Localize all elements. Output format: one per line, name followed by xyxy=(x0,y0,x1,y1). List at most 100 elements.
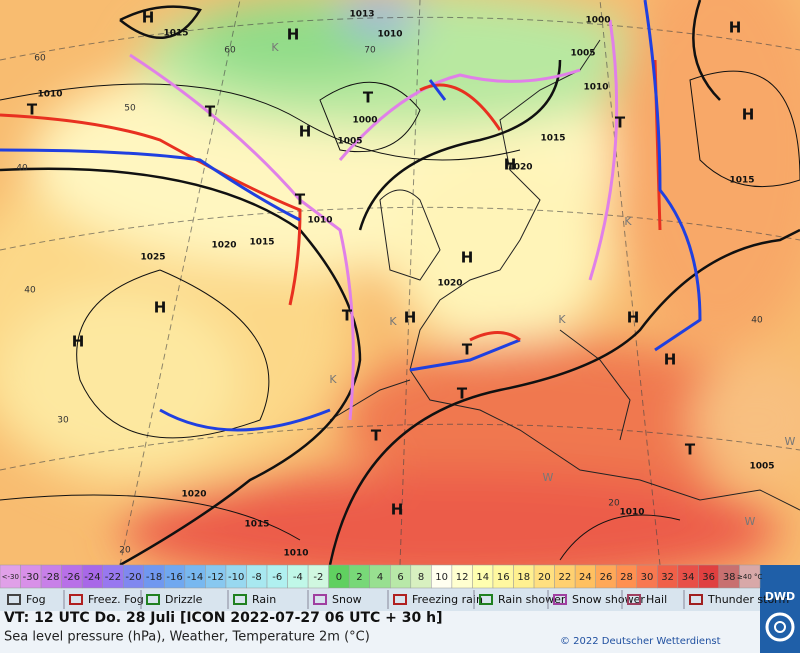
color-label: -12 xyxy=(208,572,224,583)
isobar-label: 1010 xyxy=(37,90,62,100)
color-label: 16 xyxy=(497,572,510,583)
isobar-label: 1000 xyxy=(585,16,610,26)
isobar-label: 1010 xyxy=(283,549,308,559)
color-label: -8 xyxy=(252,572,262,583)
pressure-center: H xyxy=(504,156,517,174)
pressure-center: T xyxy=(462,341,473,359)
color-label: -2 xyxy=(313,572,323,583)
legend-label: Freezing rain xyxy=(412,593,483,606)
legend-label: Rain shower xyxy=(498,593,566,606)
legend-icon xyxy=(7,594,21,605)
color-label: -24 xyxy=(84,572,100,583)
temperature-label: 50 xyxy=(124,104,136,114)
map xyxy=(0,0,800,565)
color-label: 8 xyxy=(418,572,424,583)
isobar-label: 1025 xyxy=(140,253,165,263)
isobars xyxy=(0,0,800,565)
color-label: -26 xyxy=(64,572,80,583)
legend-label: Drizzle xyxy=(165,593,203,606)
color-label: 4 xyxy=(377,572,383,583)
isobar-label: 1015 xyxy=(249,238,274,248)
color-label: 10 xyxy=(435,572,448,583)
temperature-label: 40 xyxy=(751,316,763,326)
map-marker: K xyxy=(624,215,632,228)
pressure-center: H xyxy=(154,299,167,317)
temperature-label: 20 xyxy=(119,546,131,556)
pressure-center: T xyxy=(295,191,306,209)
color-label: 38 xyxy=(723,572,736,583)
pressure-center: T xyxy=(457,385,468,403)
pressure-center: T xyxy=(342,307,353,325)
map-marker: W xyxy=(745,515,756,528)
legend-label: Thunder storm xyxy=(707,593,789,606)
legend-icon xyxy=(689,594,703,605)
color-label: 18 xyxy=(517,572,530,583)
pressure-center: H xyxy=(287,26,300,44)
legend-bar xyxy=(0,588,760,611)
color-cell xyxy=(739,564,761,589)
isobar-label: 1020 xyxy=(437,279,462,289)
color-label: 36 xyxy=(702,572,715,583)
color-label: 30 xyxy=(641,572,654,583)
pressure-center: T xyxy=(205,103,216,121)
isobar-label: 1015 xyxy=(244,520,269,530)
temperature-label: 20 xyxy=(608,499,620,509)
color-label: 20 xyxy=(538,572,551,583)
legend-label: Rain xyxy=(252,593,276,606)
pressure-center: H xyxy=(299,123,312,141)
isobar-label: 1005 xyxy=(337,137,362,147)
isobar-label: 1010 xyxy=(619,508,644,518)
isobar-label: 1015 xyxy=(729,176,754,186)
isobar-label: 1005 xyxy=(570,49,595,59)
color-label: 6 xyxy=(397,572,403,583)
isobar-label: 1010 xyxy=(307,216,332,226)
pressure-center: H xyxy=(404,309,417,327)
color-label: 26 xyxy=(600,572,613,583)
footer-bar xyxy=(0,611,760,653)
color-label: -14 xyxy=(187,572,203,583)
temperature-label: 60 xyxy=(224,46,236,56)
color-label: 28 xyxy=(620,572,633,583)
legend-label: Snow xyxy=(332,593,362,606)
color-label: 32 xyxy=(661,572,674,583)
color-label: ≥40 °C xyxy=(737,573,762,581)
pressure-center: H xyxy=(742,106,755,124)
legend-icon xyxy=(313,594,327,605)
map-marker: W xyxy=(785,435,796,448)
isobar-label: 1015 xyxy=(163,29,188,39)
subtitle: Sea level pressure (hPa), Weather, Tempe… xyxy=(4,630,370,645)
temperature-label: 40 xyxy=(24,286,36,296)
temperature-label: 70 xyxy=(364,46,376,56)
pressure-center: H xyxy=(627,309,640,327)
fronts xyxy=(0,0,702,432)
color-label: 14 xyxy=(476,572,489,583)
coastlines xyxy=(329,39,800,511)
pressure-center: H xyxy=(391,501,404,519)
map-marker: K xyxy=(329,373,337,386)
color-label: -16 xyxy=(166,572,182,583)
pressure-center: H xyxy=(461,249,474,267)
pressure-center: T xyxy=(363,89,374,107)
isobar-label: 1005 xyxy=(749,462,774,472)
color-label: -10 xyxy=(228,572,244,583)
legend-icon xyxy=(479,594,493,605)
pressure-center: H xyxy=(729,19,742,37)
legend-label: Fog xyxy=(26,593,46,606)
pressure-center: H xyxy=(142,9,155,27)
map-marker: K xyxy=(389,315,397,328)
color-label: -18 xyxy=(146,572,162,583)
isobar-label: 1010 xyxy=(583,83,608,93)
color-label: -28 xyxy=(43,572,59,583)
legend-icon xyxy=(69,594,83,605)
pressure-center: H xyxy=(664,351,677,369)
logo-text: DWD xyxy=(765,590,795,603)
map-marker: W xyxy=(543,471,554,484)
valid-time: VT: 12 UTC Do. 28 Juli [ICON 2022-07-27 … xyxy=(4,610,443,626)
color-label: 2 xyxy=(356,572,362,583)
color-label: 24 xyxy=(579,572,592,583)
isobar-label: 1010 xyxy=(377,30,402,40)
pressure-center: T xyxy=(371,427,382,445)
pressure-center: T xyxy=(685,441,696,459)
legend-icon xyxy=(553,594,567,605)
